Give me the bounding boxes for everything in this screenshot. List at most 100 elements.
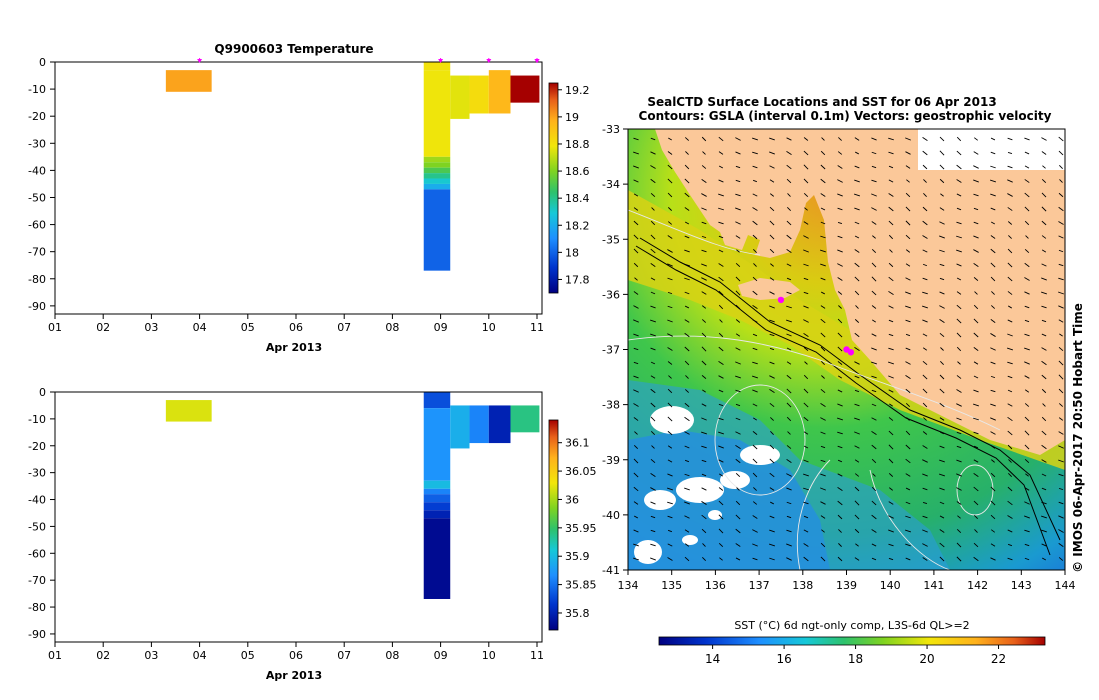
velocity-vector xyxy=(1042,403,1046,407)
velocity-vector xyxy=(667,487,673,491)
second-panel-cells xyxy=(165,392,540,599)
velocity-vector xyxy=(719,319,723,323)
velocity-vector xyxy=(735,528,741,534)
velocity-vector xyxy=(769,206,775,212)
velocity-vector xyxy=(803,416,809,422)
velocity-vector xyxy=(854,137,860,141)
velocity-vector xyxy=(905,361,911,365)
velocity-vector xyxy=(1025,473,1029,477)
velocity-vector xyxy=(905,347,911,351)
velocity-vector xyxy=(1024,192,1030,198)
x-tick-label: 08 xyxy=(385,649,399,662)
velocity-vector xyxy=(1024,179,1030,183)
velocity-vector xyxy=(854,473,860,477)
velocity-vector xyxy=(821,375,825,379)
profile-marker xyxy=(438,59,444,63)
velocity-vector xyxy=(888,305,894,309)
lon-tick-label: 144 xyxy=(1055,579,1076,592)
velocity-vector xyxy=(939,305,945,309)
x-tick-label: 09 xyxy=(434,321,448,334)
velocity-vector xyxy=(650,220,656,226)
velocity-vector xyxy=(752,290,758,296)
velocity-vector xyxy=(667,319,673,323)
velocity-vector xyxy=(684,137,690,141)
sst-map-panel: SealCTD Surface Locations and SST for 06… xyxy=(602,95,1085,666)
velocity-vector xyxy=(939,515,945,519)
velocity-vector xyxy=(905,430,911,436)
x-tick-label: 10 xyxy=(482,649,496,662)
velocity-vector xyxy=(633,361,639,365)
velocity-vector xyxy=(650,178,656,184)
x-tick-label: 06 xyxy=(289,649,303,662)
velocity-vector xyxy=(990,389,996,393)
velocity-vector xyxy=(684,445,690,449)
velocity-vector xyxy=(905,515,911,519)
velocity-vector xyxy=(719,557,723,561)
velocity-vector xyxy=(973,151,979,155)
velocity-vector xyxy=(922,277,928,281)
velocity-vector xyxy=(1058,346,1064,352)
velocity-vector xyxy=(1007,221,1013,225)
velocity-vector xyxy=(974,514,978,520)
velocity-vector xyxy=(786,263,792,267)
velocity-vector xyxy=(871,347,877,351)
velocity-vector xyxy=(736,487,740,491)
velocity-vector xyxy=(923,417,927,421)
velocity-vector xyxy=(956,207,962,211)
colorbar-tick-label: 36.05 xyxy=(565,465,597,478)
velocity-vector xyxy=(854,375,860,379)
lon-tick-label: 135 xyxy=(661,579,682,592)
velocity-vector xyxy=(718,249,724,253)
velocity-vector xyxy=(820,178,826,184)
velocity-vector xyxy=(1041,347,1047,351)
velocity-vector xyxy=(922,529,928,533)
velocity-vector xyxy=(939,263,945,267)
velocity-vector xyxy=(923,193,927,197)
velocity-vector xyxy=(701,221,707,225)
velocity-vector xyxy=(633,389,639,393)
velocity-vector xyxy=(888,501,894,505)
velocity-vector xyxy=(1041,137,1047,141)
velocity-vector xyxy=(1041,178,1047,184)
velocity-vector xyxy=(1041,360,1047,366)
velocity-vector xyxy=(838,305,842,309)
velocity-vector xyxy=(837,346,843,352)
velocity-vector xyxy=(922,305,928,309)
velocity-vector xyxy=(667,430,673,436)
velocity-vector xyxy=(939,402,945,408)
velocity-vector xyxy=(854,514,860,520)
velocity-vector xyxy=(837,221,843,225)
velocity-vector xyxy=(820,459,826,463)
y-tick-label: 0 xyxy=(39,56,46,69)
velocity-vector xyxy=(735,389,741,393)
velocity-vector xyxy=(854,431,860,435)
velocity-vector xyxy=(668,137,672,141)
velocity-vector xyxy=(990,500,996,506)
velocity-vector xyxy=(786,291,792,295)
velocity-vector xyxy=(650,501,656,505)
temperature-x-axis: 01 02 03 04 05 06 07 08 09 10 11 xyxy=(48,314,544,334)
velocity-vector xyxy=(1007,375,1013,379)
lat-tick-label: -40 xyxy=(602,509,620,522)
x-tick-label: 04 xyxy=(193,321,207,334)
velocity-vector xyxy=(1007,416,1013,422)
velocity-vector xyxy=(820,235,826,239)
velocity-vector xyxy=(939,249,945,253)
velocity-vector xyxy=(769,515,775,519)
velocity-vector xyxy=(769,361,775,365)
velocity-vector xyxy=(804,207,808,211)
velocity-vector xyxy=(1041,487,1047,491)
lat-tick-label: -33 xyxy=(602,123,620,136)
velocity-vector xyxy=(1007,276,1013,282)
x-tick-label: 01 xyxy=(48,321,62,334)
seal-location xyxy=(777,296,785,304)
velocity-vector xyxy=(667,402,673,408)
velocity-vector xyxy=(786,164,792,170)
velocity-vector xyxy=(1041,249,1047,253)
velocity-vector xyxy=(804,361,808,365)
x-tick-label: 06 xyxy=(289,321,303,334)
velocity-vector xyxy=(718,375,724,379)
velocity-vector xyxy=(820,417,826,421)
velocity-vector xyxy=(854,262,860,268)
colorbar-tick-label: 17.8 xyxy=(565,273,590,286)
